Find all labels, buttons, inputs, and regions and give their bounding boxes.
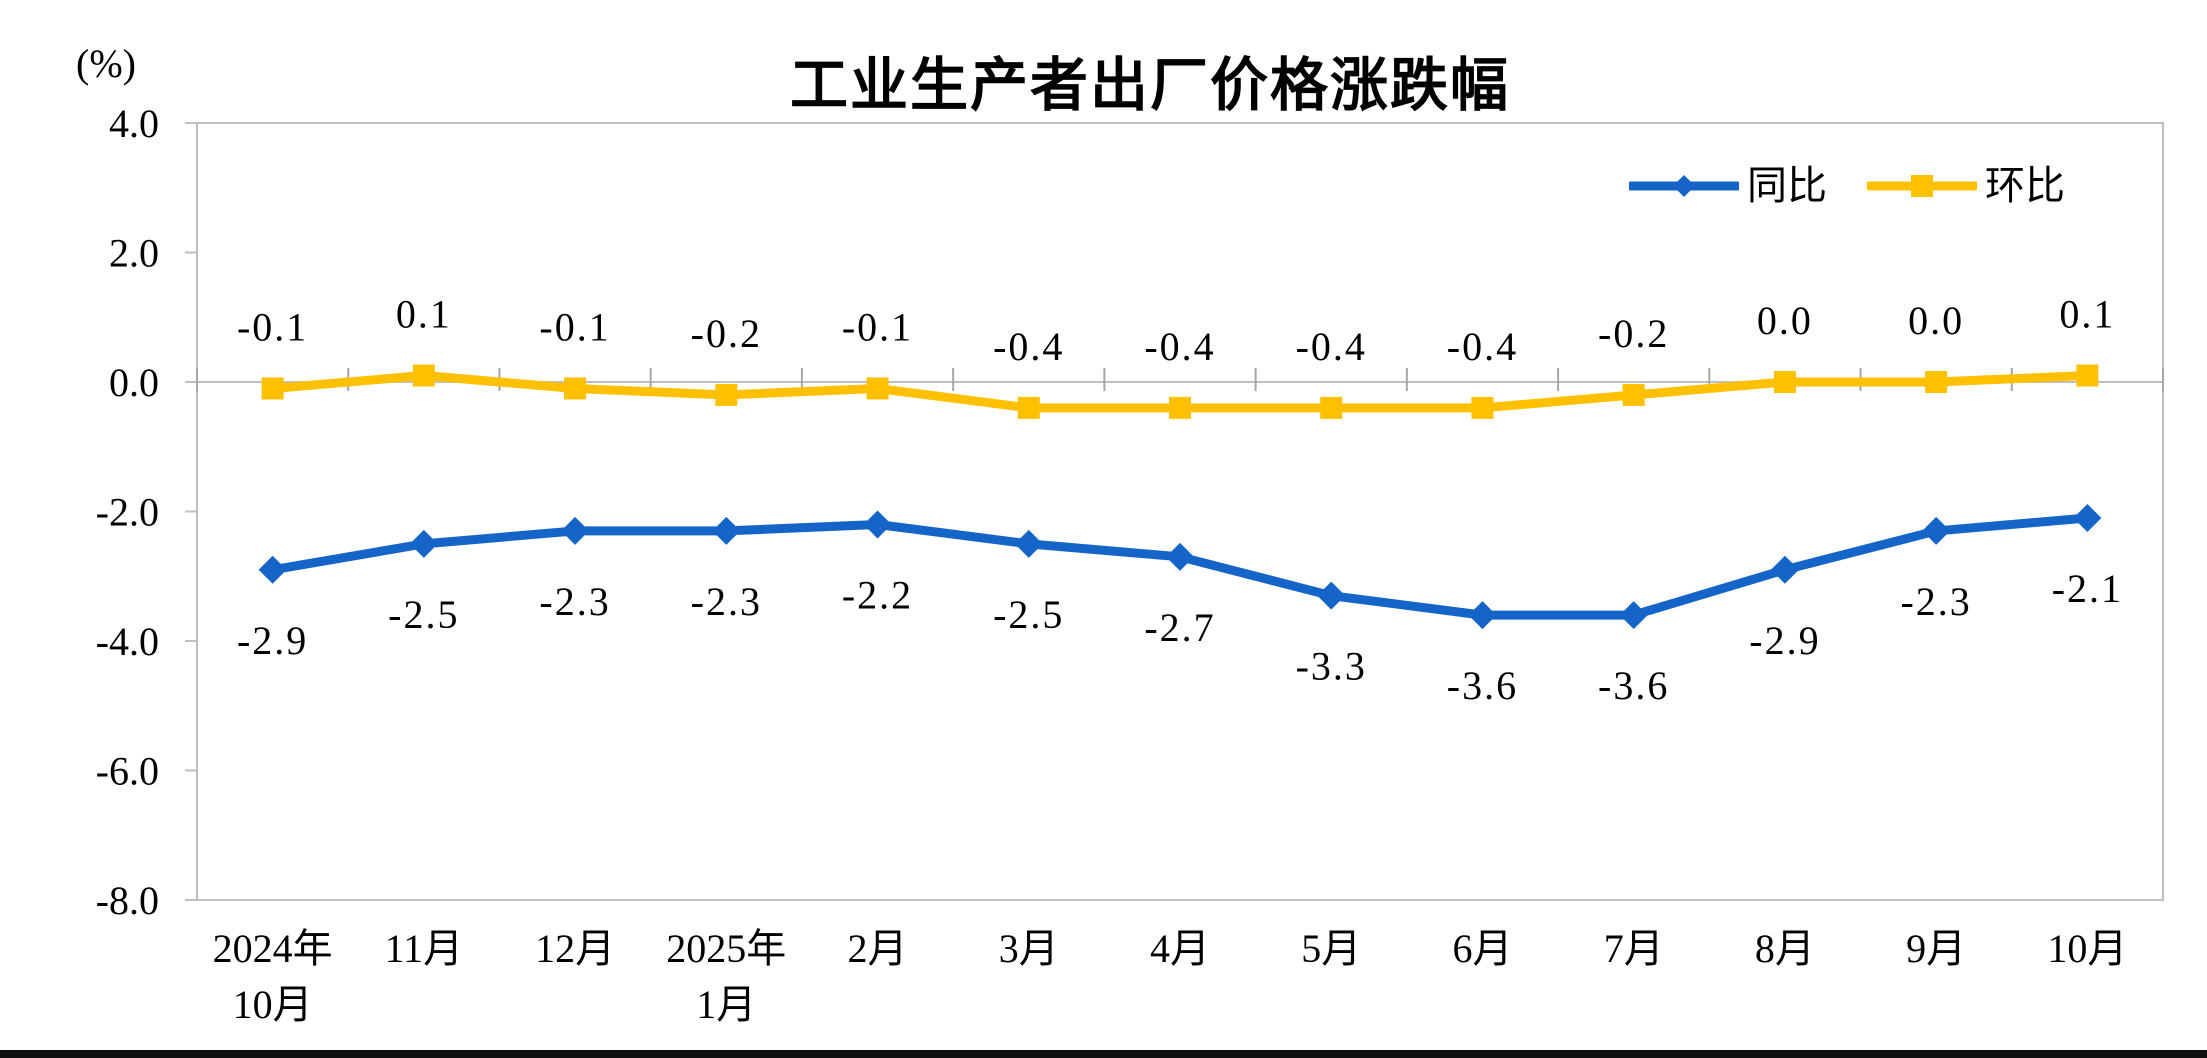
y-tick-label: -2.0 (96, 490, 159, 535)
square-marker (412, 364, 435, 387)
data-label-同比: -2.3 (539, 579, 610, 624)
data-label-同比: -2.5 (993, 592, 1064, 637)
square-marker (1925, 371, 1948, 393)
data-label-环比: -0.1 (842, 304, 913, 349)
diamond-marker (863, 510, 892, 539)
data-label-同比: -2.9 (237, 618, 308, 663)
diamond-marker (1922, 516, 1951, 545)
data-label-环比: -0.2 (691, 311, 762, 356)
square-marker (1622, 383, 1645, 406)
data-label-环比: 0.1 (2059, 292, 2115, 337)
diamond-marker (258, 555, 287, 584)
data-label-环比: -0.1 (237, 304, 308, 349)
square-marker (866, 377, 889, 400)
chart-title: 工业生产者出厂价格涨跌幅 (790, 53, 1511, 118)
data-label-同比: -2.5 (388, 592, 459, 637)
data-label-环比: -0.4 (1447, 324, 1518, 369)
square-marker (715, 383, 738, 406)
x-category-label: 7月 (1604, 926, 1664, 971)
data-label-同比: -2.3 (1900, 579, 1971, 624)
square-marker (261, 377, 284, 400)
x-category-label: 4月 (1150, 926, 1210, 971)
square-marker (1471, 396, 1494, 419)
plot-border (196, 122, 2164, 901)
y-tick-label: -4.0 (96, 619, 159, 664)
axes-group: 4.0 2.0 0.0 -2.0 -4.0 -6.0 -8.0 2024年 10月 11月 12月 2… (96, 101, 2164, 1027)
data-labels-group: -2.9 -2.5 -2.3 -2.3 -2.2 -2.5 -2.7 -3.3 -3.6 -3.6… (237, 292, 2123, 709)
y-tick-label: 4.0 (109, 101, 159, 146)
x-category-label: 10月 (233, 982, 313, 1027)
data-label-同比: -2.3 (691, 579, 762, 624)
series-group (258, 364, 2102, 630)
tongbi-line-marker-icon (1629, 175, 1739, 197)
x-category-label: 2025年 (666, 926, 786, 971)
x-category-label: 1月 (696, 982, 756, 1027)
data-label-同比: -3.6 (1598, 663, 1669, 708)
legend-label-tongbi: 同比 (1747, 163, 1827, 208)
data-label-环比: -0.2 (1598, 311, 1669, 356)
data-label-同比: -2.2 (842, 572, 913, 617)
square-marker (564, 377, 587, 400)
x-category-label: 2月 (848, 926, 908, 971)
legend-item-tongbi: 同比 (1629, 166, 1827, 206)
data-label-环比: 0.0 (1757, 298, 1813, 343)
diamond-marker (1619, 601, 1648, 630)
x-category-label: 12月 (535, 926, 615, 971)
x-category-label: 2024年 (213, 926, 333, 971)
diamond-marker (1468, 601, 1497, 630)
data-label-同比: -3.3 (1296, 644, 1367, 689)
square-marker (1320, 396, 1343, 419)
y-tick-label: 2.0 (109, 231, 159, 276)
x-category-label: 11月 (385, 926, 464, 971)
square-marker (1017, 396, 1040, 419)
square-marker (1773, 371, 1796, 393)
diamond-marker (1770, 555, 1799, 584)
legend: 同比 环比 (1629, 166, 2065, 206)
data-label-环比: -0.4 (1144, 324, 1215, 369)
x-category-label: 9月 (1906, 926, 1966, 971)
square-marker (1169, 396, 1191, 419)
data-label-环比: 0.1 (396, 292, 452, 337)
diamond-marker (409, 529, 438, 558)
data-label-同比: -2.9 (1749, 618, 1820, 663)
data-label-环比: -0.1 (539, 304, 610, 349)
y-tick-label: -6.0 (96, 749, 159, 794)
data-label-同比: -3.6 (1447, 663, 1518, 708)
y-axis-unit-label: (%) (76, 41, 136, 86)
data-label-环比: -0.4 (993, 324, 1064, 369)
diamond-marker (1014, 529, 1043, 558)
x-category-label: 5月 (1301, 926, 1361, 971)
diamond-marker (1166, 542, 1194, 571)
diamond-marker (561, 516, 590, 545)
bottom-edge-bar (0, 1050, 2207, 1058)
square-marker (2076, 364, 2099, 387)
y-tick-label: 0.0 (109, 360, 159, 405)
diamond-marker (712, 516, 741, 545)
diamond-marker (1317, 581, 1346, 610)
huanbi-line-marker-icon (1867, 175, 1977, 197)
diamond-marker (2073, 503, 2102, 532)
x-category-label: 10月 (2047, 926, 2127, 971)
x-category-label: 6月 (1452, 926, 1512, 971)
x-category-label: 3月 (999, 926, 1059, 971)
legend-label-huanbi: 环比 (1985, 163, 2065, 208)
data-label-同比: -2.7 (1144, 605, 1215, 650)
y-tick-label: -8.0 (96, 878, 159, 923)
data-label-环比: 0.0 (1908, 298, 1964, 343)
x-category-label: 8月 (1755, 926, 1815, 971)
data-label-环比: -0.4 (1296, 324, 1367, 369)
data-label-同比: -2.1 (2052, 566, 2123, 611)
legend-item-huanbi: 环比 (1867, 166, 2065, 206)
